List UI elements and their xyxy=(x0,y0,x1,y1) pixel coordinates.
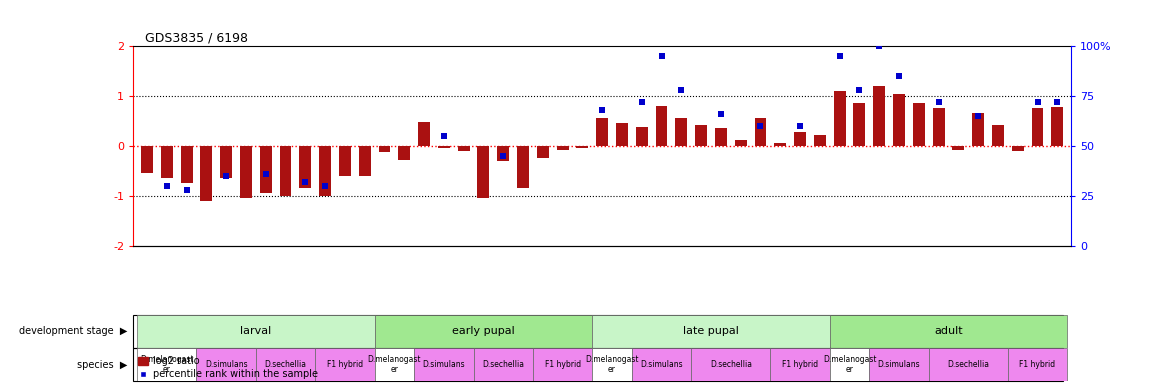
Bar xyxy=(834,91,845,146)
Bar xyxy=(137,348,197,381)
Bar xyxy=(315,348,374,381)
Bar xyxy=(415,348,474,381)
Text: D.sechellia: D.sechellia xyxy=(264,360,307,369)
Text: adult: adult xyxy=(935,326,962,336)
Bar xyxy=(992,125,1004,146)
Bar xyxy=(474,348,533,381)
Bar xyxy=(794,132,806,146)
Bar xyxy=(497,146,510,161)
Bar xyxy=(592,315,830,348)
Bar xyxy=(339,146,351,176)
Bar xyxy=(300,146,312,188)
Bar xyxy=(374,348,415,381)
Bar xyxy=(675,118,687,146)
Text: F1 hybrid: F1 hybrid xyxy=(544,360,580,369)
Text: late pupal: late pupal xyxy=(683,326,739,336)
Bar xyxy=(1032,109,1043,146)
Bar xyxy=(141,146,153,174)
Bar xyxy=(655,106,667,146)
Legend: log2 ratio, percentile rank within the sample: log2 ratio, percentile rank within the s… xyxy=(138,356,317,379)
Text: D.simulans: D.simulans xyxy=(640,360,683,369)
Bar xyxy=(477,146,490,198)
Bar xyxy=(632,348,691,381)
Bar xyxy=(259,146,272,194)
Bar xyxy=(137,315,374,348)
Text: D.simulans: D.simulans xyxy=(878,360,921,369)
Text: D.sechellia: D.sechellia xyxy=(482,360,525,369)
Bar xyxy=(913,104,925,146)
Bar xyxy=(220,146,232,178)
Text: D.melanogast
er: D.melanogast er xyxy=(585,355,639,374)
Bar xyxy=(577,146,588,148)
Bar xyxy=(320,146,331,196)
Bar xyxy=(592,348,632,381)
Bar xyxy=(197,348,256,381)
Bar xyxy=(734,140,747,146)
Text: D.simulans: D.simulans xyxy=(423,360,466,369)
Text: development stage  ▶: development stage ▶ xyxy=(19,326,127,336)
Bar xyxy=(596,118,608,146)
Text: larval: larval xyxy=(240,326,271,336)
Bar xyxy=(714,128,727,146)
Text: F1 hybrid: F1 hybrid xyxy=(327,360,362,369)
Bar xyxy=(1012,146,1024,151)
Text: GDS3835 / 6198: GDS3835 / 6198 xyxy=(145,31,248,44)
Bar xyxy=(181,146,192,184)
Bar xyxy=(853,104,865,146)
Bar xyxy=(279,146,292,196)
Bar xyxy=(200,146,212,201)
Bar xyxy=(438,146,449,149)
Bar xyxy=(418,122,430,146)
Bar xyxy=(557,146,569,150)
Bar xyxy=(952,146,965,150)
Bar xyxy=(830,315,1068,348)
Text: D.simulans: D.simulans xyxy=(205,360,248,369)
Bar xyxy=(929,348,1007,381)
Text: D.melanogast
er: D.melanogast er xyxy=(823,355,877,374)
Text: D.melanogast
er: D.melanogast er xyxy=(367,355,422,374)
Bar xyxy=(1051,107,1063,146)
Bar xyxy=(695,125,708,146)
Bar xyxy=(161,146,173,178)
Bar xyxy=(870,348,929,381)
Bar xyxy=(374,315,592,348)
Bar xyxy=(457,146,470,151)
Bar xyxy=(1007,348,1068,381)
Bar xyxy=(256,348,315,381)
Bar xyxy=(814,135,826,146)
Bar xyxy=(616,123,628,146)
Bar xyxy=(398,146,410,160)
Text: D.melanogast
er: D.melanogast er xyxy=(140,355,193,374)
Bar xyxy=(359,146,371,176)
Bar xyxy=(770,348,830,381)
Bar xyxy=(636,127,647,146)
Text: species  ▶: species ▶ xyxy=(76,359,127,370)
Bar xyxy=(755,118,767,146)
Bar xyxy=(893,93,904,146)
Bar xyxy=(973,114,984,146)
Text: D.sechellia: D.sechellia xyxy=(947,360,989,369)
Bar xyxy=(932,109,945,146)
Bar xyxy=(518,146,529,188)
Bar xyxy=(830,348,870,381)
Bar xyxy=(240,146,252,198)
Text: D.sechellia: D.sechellia xyxy=(710,360,752,369)
Bar xyxy=(691,348,770,381)
Text: F1 hybrid: F1 hybrid xyxy=(782,360,818,369)
Text: early pupal: early pupal xyxy=(452,326,515,336)
Bar xyxy=(537,146,549,158)
Text: F1 hybrid: F1 hybrid xyxy=(1019,360,1056,369)
Bar xyxy=(379,146,390,152)
Bar xyxy=(533,348,592,381)
Bar xyxy=(775,143,786,146)
Bar xyxy=(873,86,885,146)
